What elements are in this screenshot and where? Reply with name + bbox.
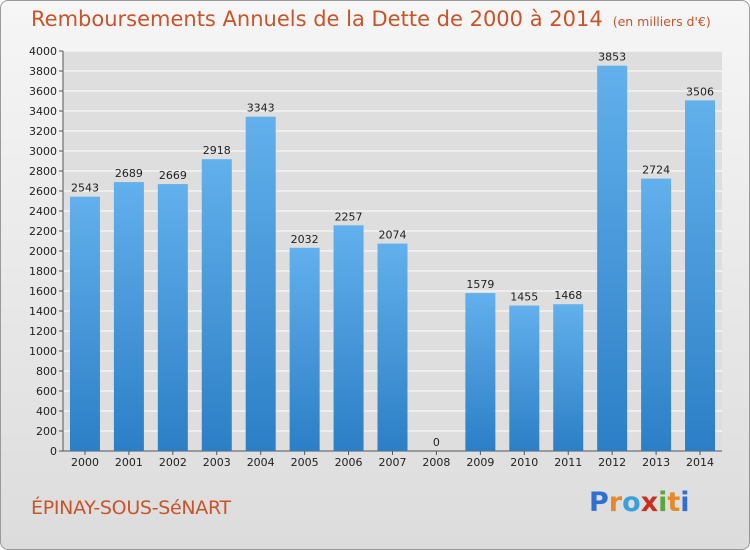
bar	[509, 305, 540, 451]
bar	[113, 182, 144, 451]
bar	[289, 247, 320, 451]
y-tick-label: 3200	[29, 125, 57, 138]
data-label: 3506	[686, 85, 714, 98]
data-label: 2032	[291, 233, 319, 246]
logo-letter: t	[667, 487, 681, 518]
y-tick-label: 1000	[29, 345, 57, 358]
bar	[641, 178, 672, 451]
x-tick-label: 2008	[422, 456, 450, 469]
data-label: 2543	[71, 182, 99, 195]
data-label: 1468	[554, 289, 582, 302]
y-tick-label: 1600	[29, 285, 57, 298]
y-tick-label: 400	[36, 405, 57, 418]
y-tick-label: 2000	[29, 245, 57, 258]
data-label: 2669	[159, 169, 187, 182]
chart-title: Remboursements Annuels de la Dette de 20…	[31, 7, 711, 31]
y-tick-label: 1400	[29, 305, 57, 318]
x-tick-label: 2014	[686, 456, 714, 469]
bar	[157, 184, 188, 451]
bar	[201, 159, 232, 451]
y-tick-label: 200	[36, 425, 57, 438]
x-tick-label: 2006	[335, 456, 363, 469]
bar	[333, 225, 364, 451]
x-tick-label: 2007	[379, 456, 407, 469]
y-tick-label: 2800	[29, 165, 57, 178]
y-tick-label: 1800	[29, 265, 57, 278]
x-tick-label: 2012	[598, 456, 626, 469]
x-tick-label: 2013	[642, 456, 670, 469]
y-tick-label: 3400	[29, 105, 57, 118]
logo-letter: i	[658, 487, 668, 518]
y-tick-label: 2200	[29, 225, 57, 238]
data-label: 2074	[379, 229, 407, 242]
logo-letter: P	[589, 487, 609, 518]
x-tick-label: 2000	[71, 456, 99, 469]
data-label: 0	[433, 436, 440, 449]
city-name: ÉPINAY-SOUS-SéNART	[31, 497, 231, 519]
data-label: 2724	[642, 164, 670, 177]
title-unit: (en milliers d'€)	[612, 14, 711, 29]
title-main: Remboursements Annuels de la Dette de 20…	[31, 7, 603, 31]
bar	[69, 196, 100, 451]
x-tick-label: 2002	[159, 456, 187, 469]
logo-letter: r	[608, 487, 623, 518]
y-tick-label: 3800	[29, 65, 57, 78]
x-tick-label: 2005	[291, 456, 319, 469]
x-tick-label: 2009	[466, 456, 494, 469]
bar	[597, 65, 628, 451]
proxiti-logo: Proxiti	[589, 487, 690, 518]
y-tick-label: 3000	[29, 145, 57, 158]
x-tick-label: 2011	[554, 456, 582, 469]
bar	[685, 100, 716, 452]
x-tick-label: 2004	[247, 456, 275, 469]
bar	[465, 293, 496, 451]
data-label: 2689	[115, 167, 143, 180]
y-tick-label: 3600	[29, 85, 57, 98]
x-tick-label: 2003	[203, 456, 231, 469]
data-label: 1455	[510, 291, 538, 304]
logo-letter: x	[640, 487, 659, 518]
logo-letter: o	[622, 487, 641, 518]
y-tick-label: 2400	[29, 205, 57, 218]
bar	[245, 116, 276, 451]
data-label: 3343	[247, 102, 275, 115]
data-label: 3853	[598, 51, 626, 64]
y-tick-label: 1200	[29, 325, 57, 338]
x-tick-label: 2010	[510, 456, 538, 469]
x-tick-label: 2001	[115, 456, 143, 469]
bar	[553, 304, 584, 451]
data-label: 2918	[203, 144, 231, 157]
y-tick-label: 4000	[29, 45, 57, 58]
y-tick-label: 800	[36, 365, 57, 378]
data-label: 2257	[335, 210, 363, 223]
bar	[377, 243, 408, 451]
y-tick-label: 600	[36, 385, 57, 398]
data-label: 1579	[466, 278, 494, 291]
y-tick-label: 2600	[29, 185, 57, 198]
logo-letter: i	[680, 487, 690, 518]
y-tick-label: 0	[50, 445, 57, 458]
